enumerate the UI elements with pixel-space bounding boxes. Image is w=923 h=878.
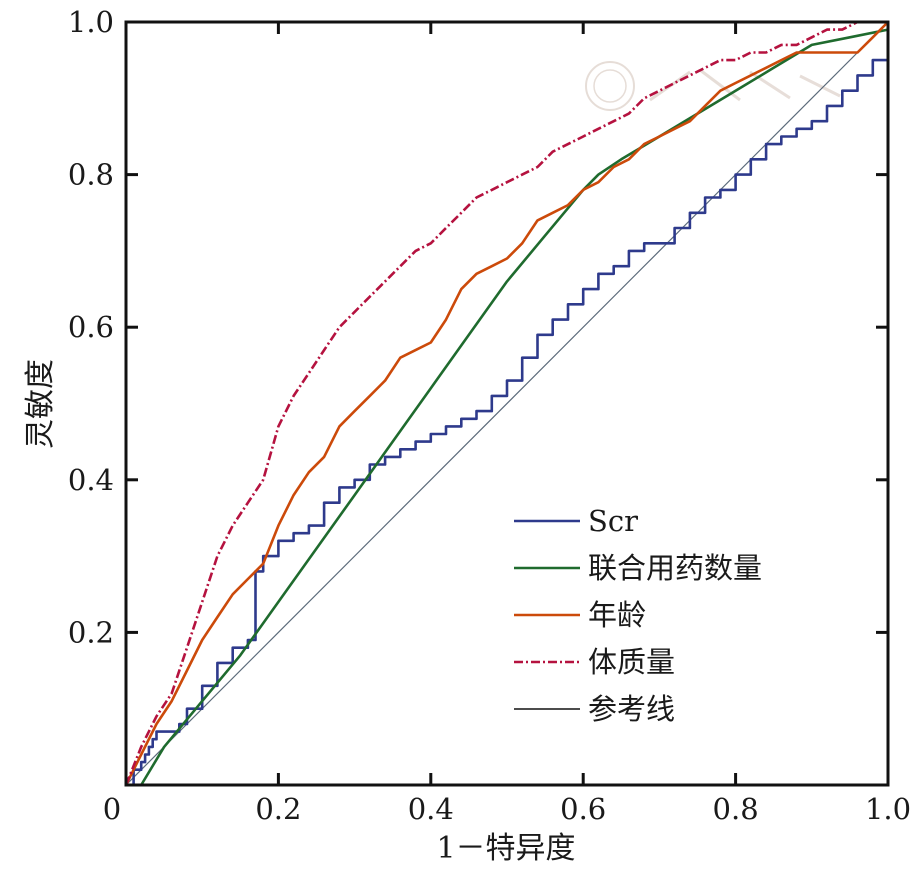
legend-label-1: Scr (588, 504, 638, 538)
plot-frame (124, 20, 890, 787)
y-tick-label: 1.0 (68, 5, 114, 39)
x-tick-label: 0.2 (255, 792, 301, 826)
series-line-2 (140, 28, 889, 786)
legend-label-5: 参考线 (588, 692, 675, 726)
y-axis-title: 灵敏度 (23, 359, 58, 449)
x-tick-label: 0 (103, 792, 121, 826)
legend-label-2: 联合用药数量 (588, 551, 762, 585)
series-line-5 (125, 21, 889, 786)
x-tick-label: 1.0 (865, 792, 911, 826)
x-tick-label: 0.4 (408, 792, 454, 826)
y-tick-label: 0.8 (68, 158, 114, 192)
y-tick-label: 0.4 (68, 463, 114, 497)
series-line-1 (126, 22, 890, 787)
series-line-4 (124, 20, 888, 786)
x-tick-label: 0.6 (560, 792, 606, 826)
plot-area (124, 20, 890, 787)
y-tick-label: 0.6 (68, 310, 114, 344)
x-axis-title: 1－特异度 (436, 831, 575, 866)
axes: 0 0.2 0.4 0.6 0.8 1.0 0.2 0.4 0.6 0.8 1.0 (68, 5, 911, 826)
series-line-3 (124, 21, 889, 786)
legend-label-4: 体质量 (588, 645, 675, 679)
x-tick-label: 0.8 (713, 792, 759, 826)
legend-label-3: 年龄 (588, 598, 646, 632)
y-tick-label: 0.2 (68, 615, 114, 649)
